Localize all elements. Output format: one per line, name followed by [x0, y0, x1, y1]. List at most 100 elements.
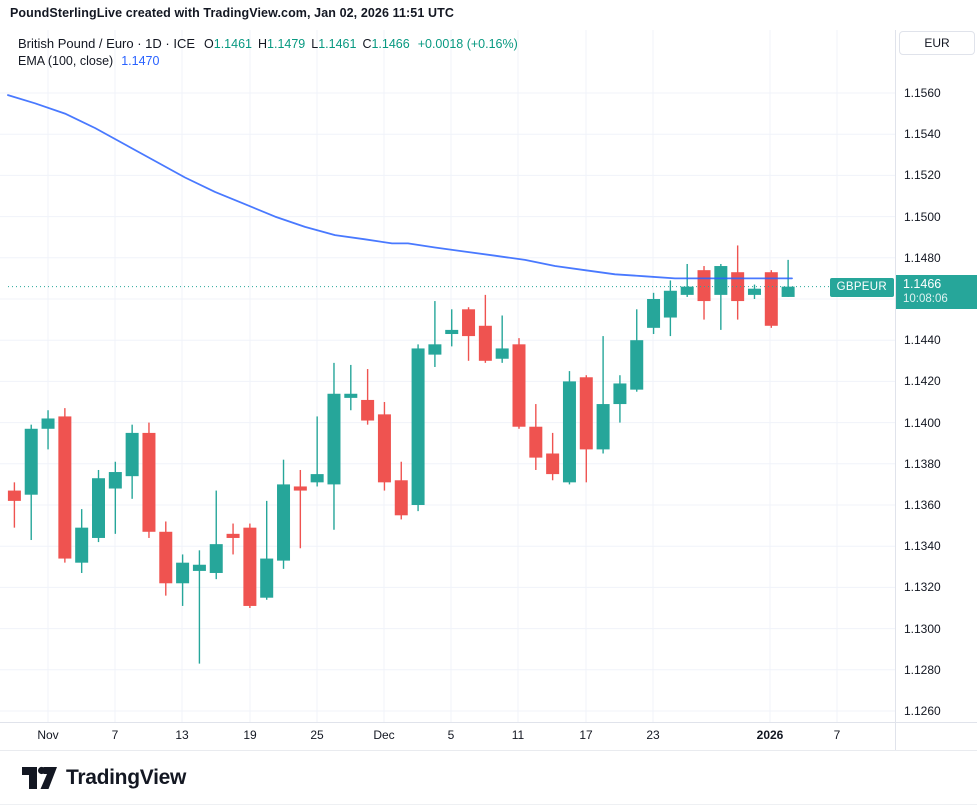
candle: [92, 469, 105, 543]
candle-body: [647, 299, 661, 328]
candle: [680, 263, 694, 297]
candle: [142, 422, 156, 538]
candle-body: [747, 288, 761, 295]
time-axis-label: 13: [175, 728, 189, 742]
time-axis-label: 7: [833, 728, 841, 742]
candle: [495, 315, 509, 363]
candle-body: [512, 344, 526, 427]
candle-body: [75, 527, 89, 563]
candle: [562, 371, 576, 485]
ema-line: [7, 94, 793, 280]
candle-body: [377, 414, 391, 483]
price-axis-label: 1.1300: [904, 621, 941, 636]
candle-body: [663, 290, 677, 318]
chart-grid: [0, 30, 895, 722]
tradingview-logo[interactable]: TradingView: [22, 766, 186, 790]
candle-body: [41, 418, 55, 429]
candle-body: [613, 383, 627, 405]
candle-body: [92, 478, 105, 538]
candle-body: [58, 416, 72, 559]
price-axis-label: 1.1540: [904, 127, 941, 142]
time-axis-label: 23: [646, 728, 660, 742]
price-axis-label: 1.1360: [904, 498, 941, 512]
low-value: 1.1461: [318, 37, 357, 51]
candle-body: [243, 527, 257, 606]
candle: [529, 404, 543, 470]
time-axis-label: Dec: [373, 728, 395, 742]
candle-body: [529, 426, 543, 458]
candle: [159, 521, 173, 596]
candle-body: [361, 399, 375, 421]
candle: [647, 292, 661, 335]
time-axis-label: 11: [511, 728, 525, 742]
price-axis-label: 1.1560: [904, 86, 941, 100]
candle-body: [764, 272, 778, 326]
close-label: C: [362, 37, 372, 51]
candle-body: [630, 340, 644, 390]
candle: [663, 280, 677, 337]
candle-body: [714, 266, 728, 295]
high-value: 1.1479: [267, 37, 306, 51]
candle: [478, 294, 492, 363]
ema-indicator-label[interactable]: EMA (100, close): [18, 54, 114, 68]
price-axis-label: 1.1480: [904, 250, 941, 265]
candle-body: [159, 531, 173, 584]
candle: [512, 338, 526, 429]
candle: [747, 284, 761, 299]
candle: [176, 554, 190, 606]
last-price-badge: 1.1466 10:08:06: [896, 274, 977, 309]
price-axis[interactable]: 1.1560 1.1540 1.1520 1.1500 1.1480 1.1440 1.14…: [896, 30, 977, 750]
candle: [108, 461, 122, 534]
time-axis-bottom-border: [0, 750, 977, 751]
currency-unit-button[interactable]: EUR: [899, 31, 975, 55]
candle: [630, 309, 644, 392]
candle-body: [478, 325, 492, 361]
open-value: 1.1461: [213, 37, 252, 51]
price-axis-label: 1.1520: [904, 168, 941, 183]
indicator-legend-row: EMA (100, close) 1.1470: [18, 54, 518, 68]
candle-body: [428, 344, 442, 355]
candle: [7, 482, 21, 528]
candle-body: [495, 348, 509, 359]
price-axis-label: 1.1260: [904, 704, 941, 718]
candle-body: [226, 533, 240, 538]
symbol-price-label-badge: GBPEUR: [829, 277, 894, 297]
candle: [445, 309, 459, 347]
time-axis-label: 7: [111, 728, 119, 742]
candle: [243, 523, 257, 608]
candle: [411, 344, 425, 512]
candle: [58, 408, 72, 563]
candle: [394, 461, 408, 520]
time-axis[interactable]: Nov 7 13 19 25 Dec 5 11 17 23 2026 7: [0, 722, 895, 750]
time-axis-label: 5: [447, 728, 455, 742]
candle: [361, 369, 375, 425]
candle-body: [7, 490, 21, 501]
candle-body: [310, 474, 324, 483]
time-axis-label: 19: [243, 728, 257, 742]
time-axis-label: 17: [579, 728, 593, 742]
candle: [310, 416, 324, 487]
symbol-title[interactable]: British Pound / Euro · 1D · ICE: [18, 36, 196, 51]
candle: [714, 263, 728, 330]
price-axis-label: 1.1400: [904, 415, 941, 430]
candle: [24, 424, 38, 541]
candle-body: [579, 377, 593, 450]
low-label: L: [311, 37, 319, 51]
price-axis-border: [895, 30, 896, 750]
candle-body: [462, 309, 476, 337]
time-axis-label: Nov: [37, 728, 59, 742]
candle-body: [293, 486, 307, 491]
candle-body: [781, 286, 795, 297]
price-axis-label: 1.1500: [904, 209, 941, 224]
price-axis-label: 1.1420: [904, 374, 941, 389]
candle: [377, 402, 391, 491]
candle-body: [125, 432, 139, 477]
candle: [596, 336, 610, 454]
candle-body: [260, 558, 274, 598]
candle-body: [108, 472, 122, 489]
tradingview-logo-text: TradingView: [66, 766, 187, 789]
ema-line-series: [7, 94, 793, 280]
candle-body: [277, 484, 291, 561]
time-axis-label: 25: [310, 728, 324, 742]
